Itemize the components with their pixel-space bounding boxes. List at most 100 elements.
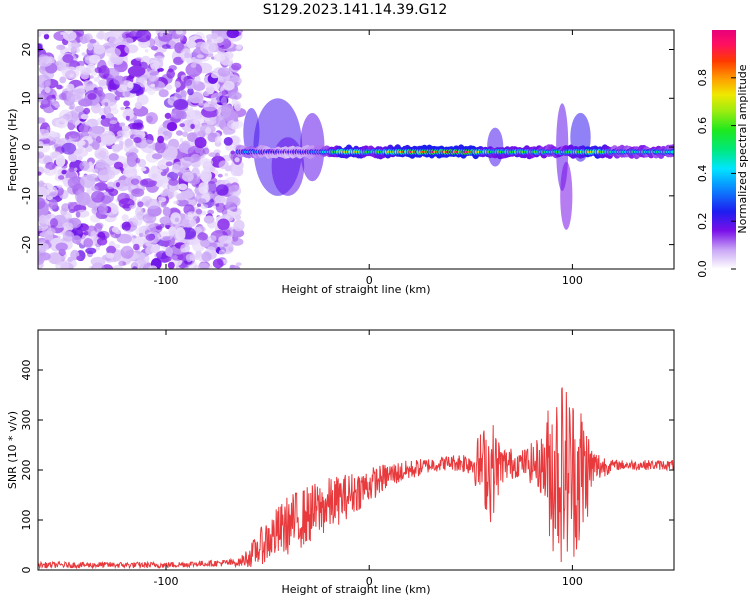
- noise-blob: [181, 190, 194, 199]
- noise-blob: [189, 254, 196, 261]
- noise-blob: [116, 130, 125, 137]
- noise-blob: [140, 167, 147, 172]
- noise-blob: [228, 184, 242, 197]
- noise-blob: [38, 187, 50, 200]
- noise-blob: [231, 62, 242, 71]
- noise-blob: [115, 179, 131, 192]
- noise-blob: [38, 214, 48, 224]
- noise-blob: [157, 67, 164, 72]
- snr-xtick-label: 100: [562, 575, 583, 588]
- noise-blob: [208, 235, 217, 242]
- noise-blob: [142, 213, 157, 224]
- noise-blob: [190, 154, 202, 163]
- noise-blob: [61, 66, 80, 79]
- colorbar-tick-label: 0.6: [696, 117, 709, 135]
- noise-blob: [175, 30, 183, 35]
- noise-blob: [218, 249, 226, 256]
- noise-blob: [124, 37, 134, 45]
- noise-blob: [120, 106, 125, 111]
- noise-blob: [40, 99, 53, 108]
- noise-blob: [38, 140, 44, 147]
- noise-blob: [145, 234, 155, 241]
- noise-blob: [233, 118, 239, 122]
- noise-blob: [211, 32, 219, 40]
- noise-blob: [228, 91, 242, 100]
- noise-blob: [88, 161, 93, 166]
- noise-blob: [38, 31, 42, 37]
- noise-blob: [172, 161, 189, 170]
- noise-blob: [98, 150, 107, 158]
- snr-xtick-label: 0: [366, 575, 373, 588]
- noise-blob: [175, 110, 185, 119]
- noise-blob: [164, 112, 172, 119]
- noise-blob: [114, 244, 121, 249]
- noise-blob: [231, 125, 237, 130]
- noise-blob: [55, 261, 70, 269]
- noise-blob: [91, 185, 99, 192]
- noise-blob: [38, 129, 50, 140]
- noise-blob: [187, 87, 194, 96]
- noise-blob: [95, 32, 105, 40]
- noise-blob: [182, 131, 189, 137]
- noise-blob: [157, 231, 174, 241]
- spectrogram-noise-field: [38, 30, 247, 269]
- noise-blob: [79, 34, 91, 44]
- noise-blob: [183, 78, 193, 87]
- noise-blob: [223, 80, 235, 91]
- noise-blob: [201, 251, 212, 262]
- noise-blob: [80, 113, 89, 120]
- noise-blob: [111, 226, 119, 233]
- spectrogram-xtick-label: -100: [154, 274, 179, 287]
- noise-blob: [194, 137, 207, 149]
- line-core: [670, 150, 674, 154]
- spectrogram-marks: [38, 30, 674, 269]
- noise-blob: [207, 209, 215, 215]
- noise-blob: [78, 123, 91, 133]
- colorbar-tick-label: 0.8: [696, 69, 709, 87]
- noise-blob: [196, 54, 204, 59]
- snr-ytick-label: 400: [20, 360, 33, 381]
- noise-blob: [79, 160, 90, 171]
- colorbar-ticks: 0.0 0.2 0.4 0.6 0.8: [696, 69, 736, 278]
- noise-blob: [173, 81, 181, 88]
- snr-ylabel: SNR (10 * v/v): [6, 411, 19, 489]
- noise-blob: [83, 107, 91, 115]
- noise-blob: [90, 256, 106, 267]
- noise-blob: [149, 59, 160, 70]
- noise-blob: [180, 90, 187, 98]
- noise-blob: [87, 75, 94, 79]
- noise-blob: [63, 30, 77, 41]
- noise-blob: [48, 199, 58, 210]
- noise-blob: [166, 69, 175, 79]
- noise-blob: [38, 117, 46, 124]
- noise-blob: [45, 162, 56, 170]
- noise-blob: [197, 198, 207, 205]
- noise-blob: [66, 89, 84, 103]
- noise-blob: [215, 152, 221, 160]
- noise-blob: [217, 240, 225, 248]
- figure-title: S129.2023.141.14.39.G12: [263, 2, 448, 18]
- noise-blob: [38, 93, 45, 102]
- noise-blob: [52, 136, 61, 143]
- noise-blob: [133, 137, 142, 144]
- noise-blob: [103, 105, 112, 116]
- noise-blob: [194, 255, 201, 260]
- noise-blob: [39, 246, 47, 253]
- noise-blob: [55, 118, 68, 129]
- noise-blob: [163, 135, 169, 141]
- noise-blob: [77, 229, 84, 234]
- snr-panel: -100 0 100 0 100 200 300 400 Height of straight…: [6, 329, 675, 596]
- noise-blob: [39, 232, 47, 237]
- noise-blob: [76, 255, 82, 261]
- snr-ytick-label: 200: [20, 460, 33, 481]
- noise-blob: [124, 90, 131, 97]
- noise-blob: [162, 238, 170, 248]
- noise-blob: [78, 98, 93, 107]
- noise-blob: [197, 232, 209, 241]
- noise-blob: [138, 263, 150, 269]
- noise-blob: [167, 261, 175, 269]
- noise-blob: [120, 245, 134, 259]
- noise-blob: [108, 188, 119, 197]
- noise-blob: [126, 155, 138, 168]
